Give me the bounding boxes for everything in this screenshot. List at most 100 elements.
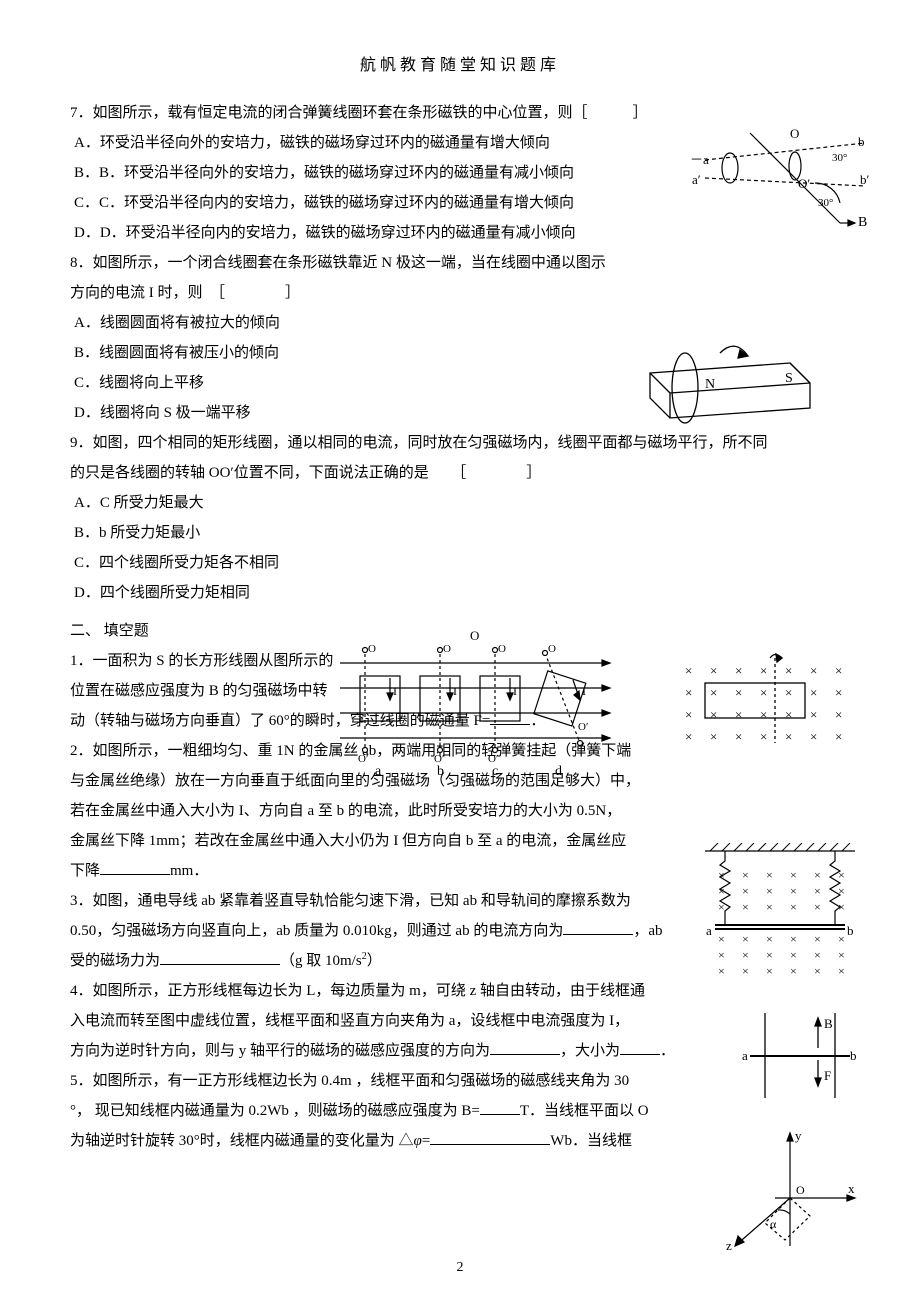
f5-l2: °， 现已知线框内磁通量为 0.2Wb ，则磁场的磁感应强度为 B=T．当线框平… [70,1096,850,1126]
svg-text:×: × [814,932,821,946]
f4-y: y [795,1128,802,1143]
svg-text:×: × [685,685,692,700]
f5-l3-pre: 为轴逆时针旋转 30°时，线框内磁通量的变化量为 △ [70,1133,414,1149]
svg-text:×: × [735,729,742,744]
f5-l1: 5．如图所示，有一正方形线框边长为 0.4m ，线框平面和匀强磁场的磁感线夹角为… [70,1066,850,1096]
page-header: 航帆教育随堂知识题库 [70,50,850,82]
svg-text:×: × [710,685,717,700]
f3-l2-post: ，ab [633,923,662,939]
q9-O-a: O [368,643,376,655]
svg-text:×: × [785,707,792,722]
q7-label-bprime: b′ [860,172,870,187]
q9-O-top: O [470,628,479,643]
q7-label-ang2: 30° [818,197,833,209]
q9-I-c: I [513,684,517,698]
q8-figure: N S [630,338,820,438]
svg-text:×: × [718,900,725,914]
svg-text:×: × [735,663,742,678]
svg-text:×: × [814,964,821,978]
svg-text:×: × [710,707,717,722]
f4-alpha: α [770,1217,777,1231]
svg-text:×: × [742,964,749,978]
q9-C: C．四个线圈所受力矩各不相同 [70,548,850,578]
svg-text:×: × [814,900,821,914]
q8-A: A．线圈圆面将有被拉大的倾向 [70,308,850,338]
svg-text:×: × [790,964,797,978]
svg-text:×: × [835,707,842,722]
f3-l3-pre: 受的磁场力为 [70,953,160,969]
q9-O-c: O [498,643,506,655]
q9-col-d: d [555,764,562,778]
q9-O-b: O [443,643,451,655]
svg-text:×: × [735,685,742,700]
svg-text:×: × [835,663,842,678]
f4-figure: y x z O α [720,1128,860,1258]
svg-text:×: × [718,964,725,978]
f5-blank1 [480,1100,520,1115]
q8-label-N: N [705,377,715,392]
svg-text:×: × [790,884,797,898]
svg-text:×: × [814,884,821,898]
f4-l3: 方向为逆时针方向，则与 y 轴平行的磁场的磁感应强度的方向为 ，大小为 ． [70,1036,850,1066]
f3-figure: a b B F [740,1008,860,1103]
f5-eq: = [422,1133,430,1149]
q9-Op-d: O′ [578,721,588,733]
q9-stem2: 的只是各线圈的转轴 OO′位置不同，下面说法正确的是 ［ ］ [70,458,850,488]
q8-stem2: 方向的电流 I 时，则 ［ ］ [70,278,850,308]
svg-text:×: × [810,707,817,722]
q9-A: A．C 所受力矩最大 [70,488,850,518]
svg-text:×: × [718,948,725,962]
f3-F: F [824,1068,831,1083]
f2-l3: 若在金属丝中通入大小为 I、方向自 a 至 b 的电流，此时所受安培力的大小为 … [70,796,850,826]
f4-O: O [796,1183,805,1197]
f3-blank1 [563,920,633,935]
f3-blank2 [160,950,280,965]
svg-text:×: × [835,729,842,744]
svg-text:×: × [814,948,821,962]
svg-text:×: × [760,707,767,722]
svg-text:×: × [760,729,767,744]
f2-l5-post: mm． [170,863,208,879]
f3-a: a [742,1048,748,1063]
svg-text:×: × [685,707,692,722]
q8-label-S: S [785,371,793,386]
f2-b: b [847,923,854,938]
f3-b: b [850,1048,857,1063]
f4-l3-mid: ，大小为 [560,1043,620,1059]
f4-l3-post: ． [660,1043,675,1059]
f5-blank2 [430,1130,550,1145]
q7-label-a: －a [690,152,709,167]
svg-text:×: × [760,663,767,678]
svg-text:×: × [810,663,817,678]
svg-text:×: × [835,685,842,700]
q9-figure-left: I I I I O O O O O O′ O′ O′ O′ a b c d [330,628,620,778]
svg-text:×: × [838,948,845,962]
svg-text:×: × [810,729,817,744]
f4-blank2 [620,1040,660,1055]
f3-l3-end: ） [367,953,382,969]
f2-blank [100,860,170,875]
svg-text:×: × [742,932,749,946]
q7-label-aprime: a′ [692,172,701,187]
f4-l3-pre: 方向为逆时针方向，则与 y 轴平行的磁场的磁感应强度的方向为 [70,1043,490,1059]
svg-text:×: × [790,932,797,946]
f4-blank1 [490,1040,560,1055]
svg-text:×: × [838,900,845,914]
f5-phi: φ [414,1133,422,1149]
svg-text:×: × [742,900,749,914]
svg-text:×: × [838,964,845,978]
f3-B: B [824,1016,833,1031]
q7-label-O: O [790,128,799,141]
header-title: 航帆教育随堂知识题库 [360,57,560,74]
f3-l2-pre: 0.50，匀强磁场方向竖直向上，ab 质量为 0.010kg，则通过 ab 的电… [70,923,563,939]
svg-text:×: × [718,868,725,882]
q9-col-c: c [492,764,498,778]
svg-text:×: × [710,729,717,744]
svg-text:×: × [710,663,717,678]
q7-label-ang1: 30° [832,152,847,164]
f2-l5-pre: 下降 [70,863,100,879]
f3-l3-post: （g 取 10m/s [280,953,362,969]
q9-col-a: a [375,764,382,778]
svg-text:×: × [766,932,773,946]
svg-text:×: × [685,663,692,678]
